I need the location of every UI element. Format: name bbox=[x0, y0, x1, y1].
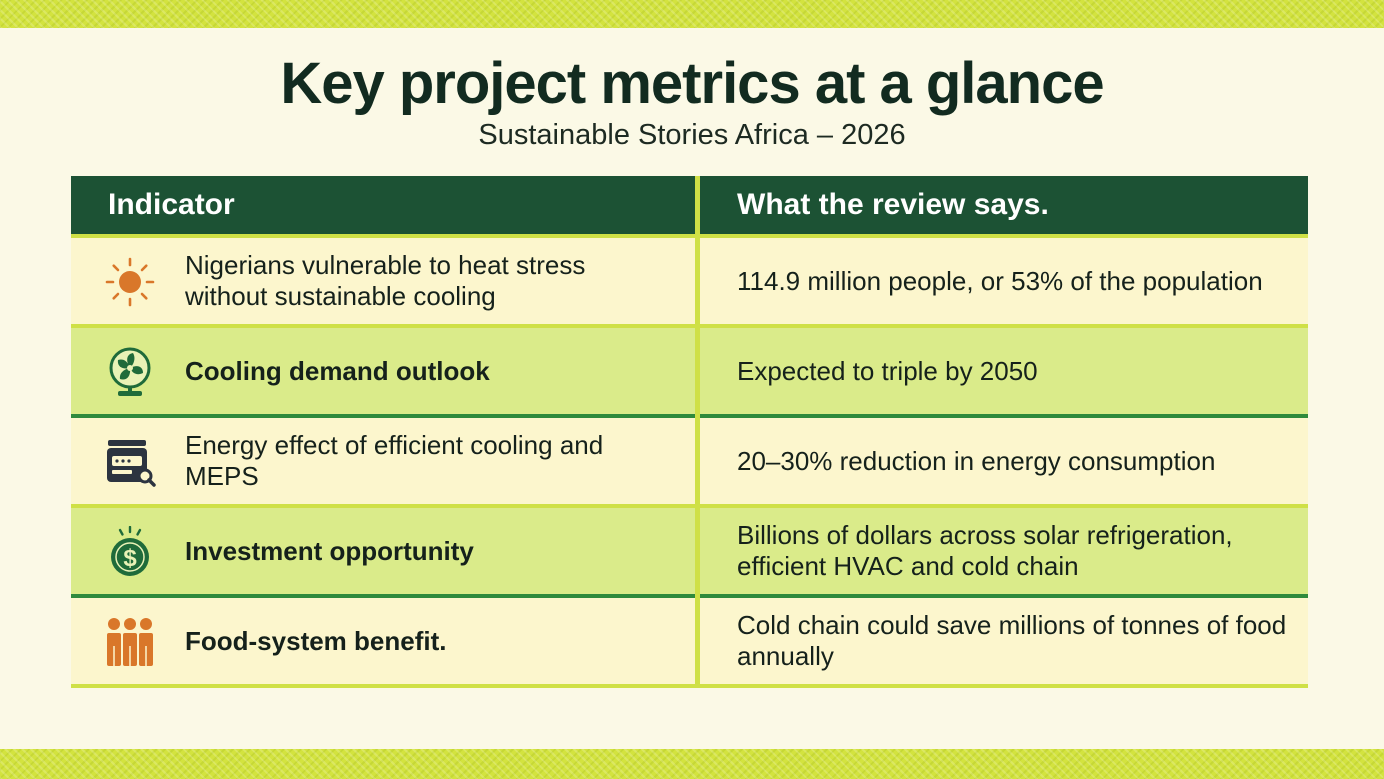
decorative-bottom-band bbox=[0, 749, 1384, 779]
review-cell: 114.9 million people, or 53% of the popu… bbox=[737, 265, 1263, 296]
review-cell: Billions of dollars across solar refrige… bbox=[737, 520, 1233, 581]
indicator-cell: Cooling demand outlook bbox=[185, 355, 490, 386]
column-divider bbox=[695, 176, 700, 685]
table-row: Cooling demand outlook Expected to tripl… bbox=[71, 328, 1308, 418]
table-row: Energy effect of efficient cooling and M… bbox=[71, 418, 1308, 508]
page-subtitle: Sustainable Stories Africa – 2026 bbox=[478, 119, 906, 151]
review-cell: Expected to triple by 2050 bbox=[737, 355, 1038, 386]
review-cell: 20–30% reduction in energy consumption bbox=[737, 445, 1216, 476]
people-icon bbox=[107, 618, 153, 666]
indicator-cell: Energy effect of efficient cooling and M… bbox=[185, 430, 604, 491]
page-title: Key project metrics at a glance bbox=[280, 51, 1104, 116]
table-row: Food-system benefit. Cold chain could sa… bbox=[71, 598, 1308, 688]
indicator-cell: Investment opportunity bbox=[185, 535, 474, 566]
indicator-cell: Nigerians vulnerable to heat stress with… bbox=[185, 250, 586, 311]
table-header: Indicator What the review says. bbox=[71, 176, 1308, 238]
indicator-cell: Food-system benefit. bbox=[185, 625, 447, 656]
fan-icon bbox=[109, 347, 151, 396]
table-row: $ Investment opportunity Billions of dol… bbox=[71, 508, 1308, 598]
svg-text:$: $ bbox=[123, 545, 137, 572]
decorative-top-band bbox=[0, 0, 1384, 28]
metrics-table: Indicator What the review says. Nigerian… bbox=[71, 176, 1308, 688]
dollar-coin-icon: $ bbox=[111, 526, 149, 576]
sun-icon bbox=[105, 257, 155, 307]
table-row: Nigerians vulnerable to heat stress with… bbox=[71, 238, 1308, 328]
review-cell: Cold chain could save millions of tonnes… bbox=[737, 610, 1287, 671]
column-header-indicator: Indicator bbox=[108, 188, 235, 221]
appliance-icon bbox=[107, 440, 156, 487]
column-header-review: What the review says. bbox=[737, 188, 1049, 221]
